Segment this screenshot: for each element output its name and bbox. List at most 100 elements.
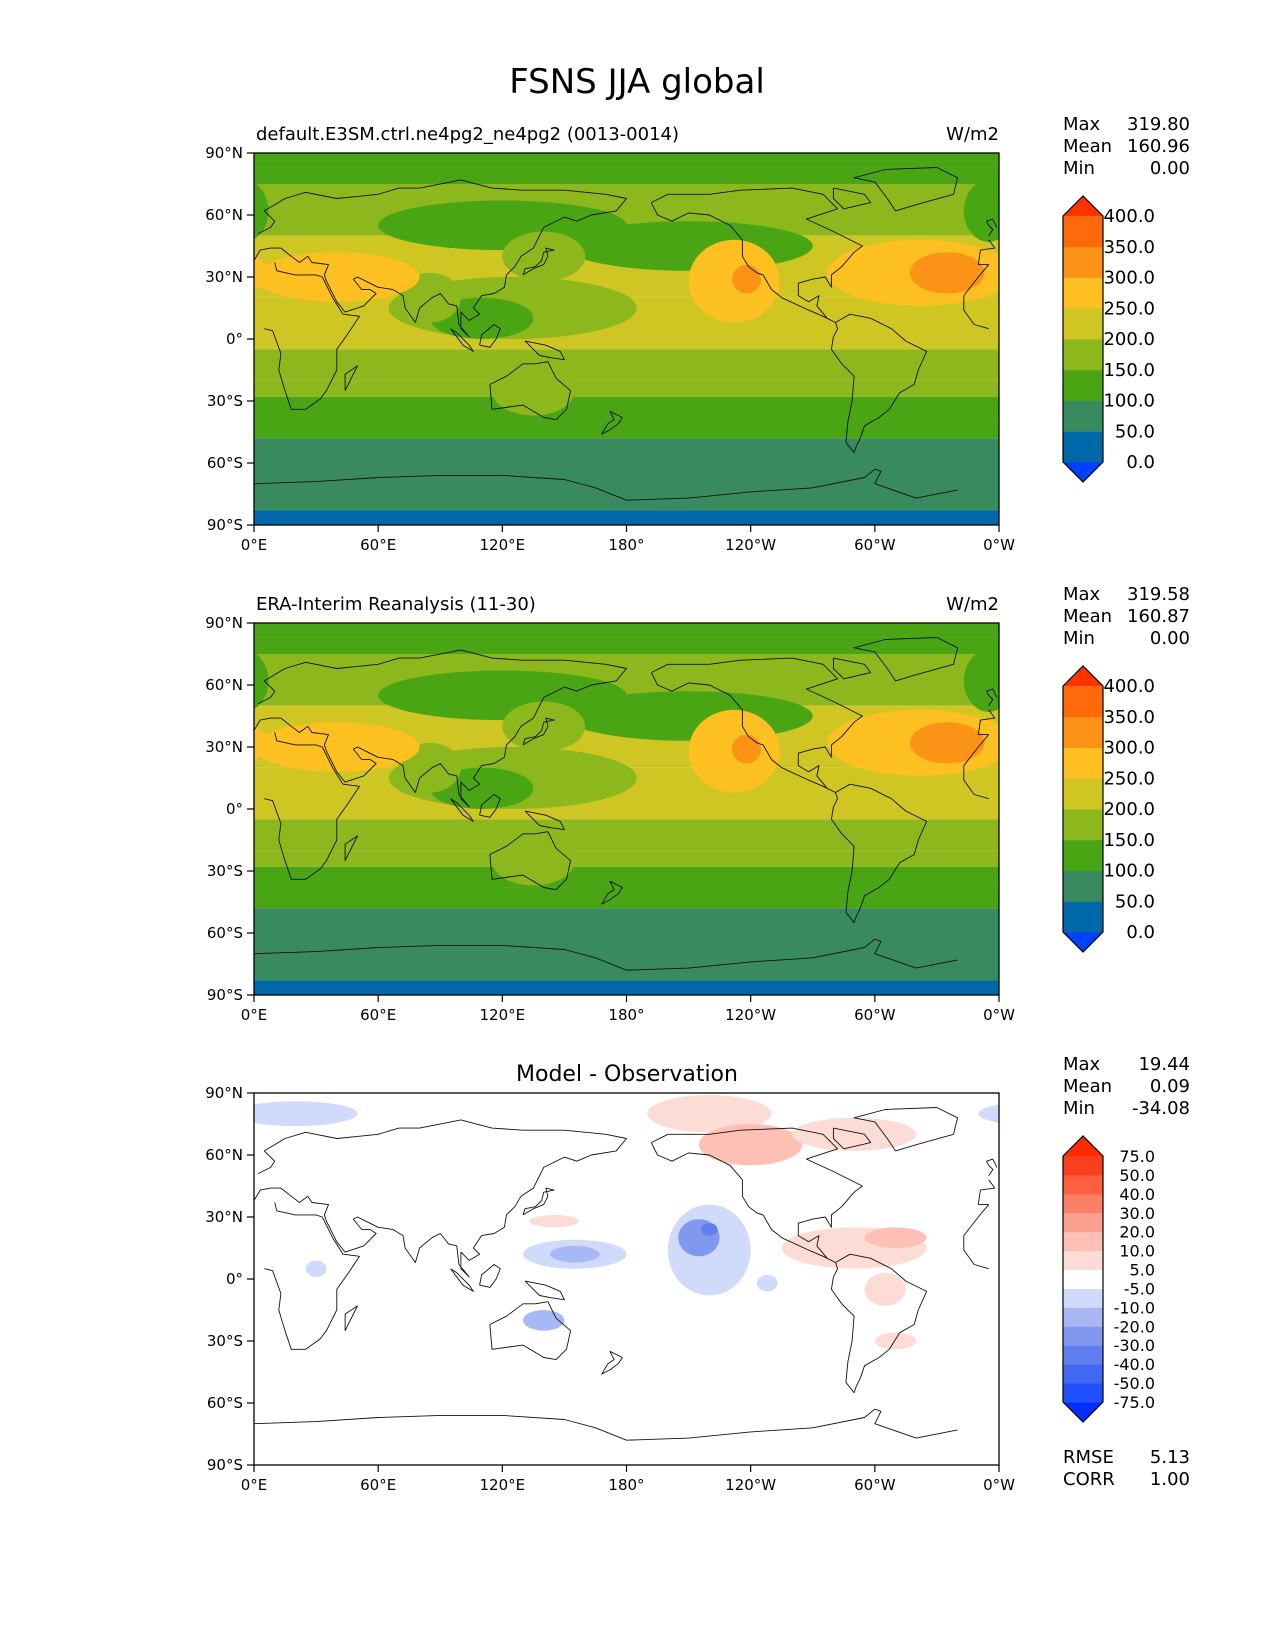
field-region [978,1104,999,1123]
stat-label: Max [1063,1054,1101,1075]
metric-label: RMSE [1063,1447,1114,1468]
colorbar-segment [1063,1288,1103,1308]
stat-label: Max [1063,584,1101,605]
field-region [12,1275,33,1292]
field-region [254,255,269,291]
stat-label: Mean [1063,136,1112,157]
colorbar-tick-label: -10.0 [1114,1298,1155,1317]
y-tick-label: 30°S [207,862,243,880]
field-region [254,252,420,302]
field-region [491,835,575,886]
coastline-sumatra [450,798,474,822]
field-region [491,365,575,416]
y-tick-label: 90°S [207,986,243,1004]
coastline-new-guinea [524,1280,565,1301]
colorbar-tick-label: 20.0 [1119,1223,1155,1242]
colorbar-tick-label: 250.0 [1103,768,1155,789]
colorbar-extend-min [1063,462,1103,482]
y-tick-label: 60°S [207,1394,243,1412]
coastline-sumatra [450,328,474,352]
colorbar-segment [1063,1250,1103,1271]
coastline-borneo [479,794,501,818]
lat-band [254,623,999,638]
field-region [0,265,16,294]
x-tick-label: 180° [608,536,644,554]
stats-block: Max 19.44 Mean 0.09 Min -34.08 [1063,1054,1190,1119]
field-region [1237,836,1275,886]
coastline-eurasia [254,1119,627,1278]
y-tick-label: 90°S [207,516,243,534]
colorbar-extend-max [1063,666,1103,686]
lat-band [254,417,999,439]
coastlines [254,637,998,971]
y-tick-label: 60°S [207,924,243,942]
field-region [647,1095,772,1133]
field-region [864,1227,927,1248]
coastline-north-america [650,187,863,323]
coastline-borneo [479,324,501,348]
field-region [1247,702,1275,752]
stats-block: Max 319.80 Mean 160.96 Min 0.00 [1063,114,1190,179]
x-tick-label: 120°W [725,1006,776,1024]
field-region [864,1272,906,1306]
y-tick-label: 90°N [205,1084,243,1102]
y-tick-label: 0° [226,800,243,818]
stat-value: 19.44 [1138,1054,1190,1075]
field-region [47,1118,171,1151]
x-tick-label: 120°E [480,536,526,554]
x-tick-label: 60°E [360,1476,396,1494]
colorbar-tick-label: -50.0 [1114,1374,1155,1393]
field-region [254,1101,358,1127]
coastline-baffin [832,1127,872,1150]
y-tick-label: 90°N [205,144,243,162]
coastline-eurasia [977,239,996,265]
field-region [963,179,999,242]
x-tick-label: 120°E [480,1476,526,1494]
field-region [910,722,985,764]
field-region [254,725,269,761]
field-region [0,710,35,793]
coastline-new-guinea [524,340,565,361]
colorbar-segment [1063,1269,1103,1289]
y-axis-ticks: 90°N 60°N 30°N 0° 30°S 60°S 90°S [205,1084,254,1474]
colorbar-segment [1063,308,1103,340]
y-tick-label: 90°S [207,1456,243,1474]
colorbar-segment [1063,1364,1103,1384]
stat-value: 0.09 [1150,1076,1190,1097]
stat-value: -34.08 [1132,1098,1190,1119]
x-tick-label: 60°W [854,1006,896,1024]
lat-band [254,887,999,909]
colorbar-segment [1063,839,1103,871]
colorbar-tick-label: 200.0 [1103,329,1155,350]
figure-title: FSNS JJA global [509,62,765,102]
field-region [254,722,420,772]
field-region [0,1095,26,1132]
coastline-africa [963,734,990,766]
colorbar-segment [1063,216,1103,248]
metric-value: 5.13 [1150,1447,1190,1468]
stat-label: Mean [1063,606,1112,627]
field-region [529,1214,579,1228]
coastline-africa [963,264,990,296]
field-region [0,221,68,271]
stat-label: Min [1063,1098,1095,1119]
x-tick-label: 120°W [725,1476,776,1494]
panel-left-title: default.E3SM.ctrl.ne4pg2_ne4pg2 (0013-00… [256,124,679,145]
field-region [549,1245,600,1263]
y-tick-label: 30°N [205,268,243,286]
colorbar-tick-label: 100.0 [1103,391,1155,412]
coastlines [254,167,998,501]
coastline-new-zealand [601,880,623,905]
field-region [130,1333,171,1350]
coastline-japan [522,1187,555,1216]
panel-reference: ERA-Interim Reanalysis (11-30) W/m2 0°E 6… [0,584,1275,1024]
stats-block: Max 319.58 Mean 160.87 Min 0.00 [1063,584,1190,649]
colorbar-outline [1062,1135,1104,1423]
panel-difference: Model - Observation 0°E 60°E 120°E 180° 120°… [0,1054,1190,1494]
colorbar-tick-label: 5.0 [1130,1261,1155,1280]
field-region [1237,366,1275,416]
stat-value: 160.96 [1127,136,1190,157]
field-region [378,200,627,251]
colorbar-tick-label: 0.0 [1126,452,1155,473]
field-region [698,1124,803,1166]
